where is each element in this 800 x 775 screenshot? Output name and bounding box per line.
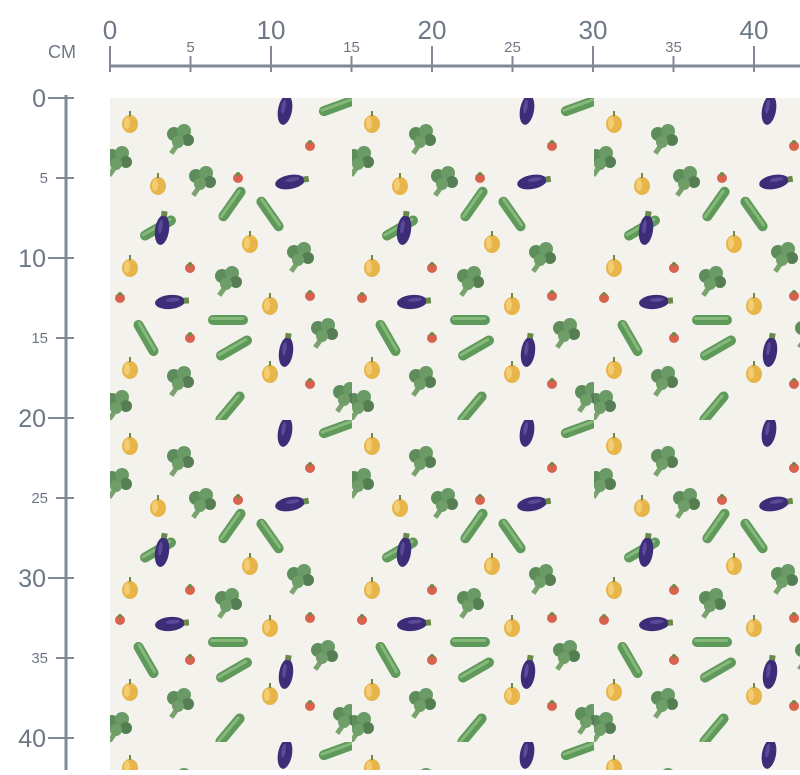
top-ruler-label: 10 <box>257 15 286 45</box>
unit-label: CM <box>48 42 76 62</box>
left-ruler-label: 10 <box>18 245 46 273</box>
left-ruler-label: 40 <box>18 725 46 753</box>
left-ruler-label: 35 <box>31 650 48 667</box>
top-ruler-label: 30 <box>579 15 608 45</box>
top-ruler-label: 25 <box>504 39 521 56</box>
top-ruler-label: 40 <box>740 15 769 45</box>
left-ruler-label: 0 <box>32 85 46 113</box>
top-ruler-label: 0 <box>103 15 117 45</box>
top-ruler-label: 5 <box>186 39 194 56</box>
top-ruler-label: 35 <box>665 39 682 56</box>
left-ruler-label: 30 <box>18 565 46 593</box>
left-ruler-label: 20 <box>18 405 46 433</box>
left-ruler-label: 15 <box>31 330 48 347</box>
left-ruler-label: 5 <box>40 170 48 187</box>
fabric-swatch <box>110 98 800 770</box>
top-ruler-label: 15 <box>343 39 360 56</box>
left-ruler-label: 25 <box>31 490 48 507</box>
top-ruler-label: 20 <box>418 15 447 45</box>
